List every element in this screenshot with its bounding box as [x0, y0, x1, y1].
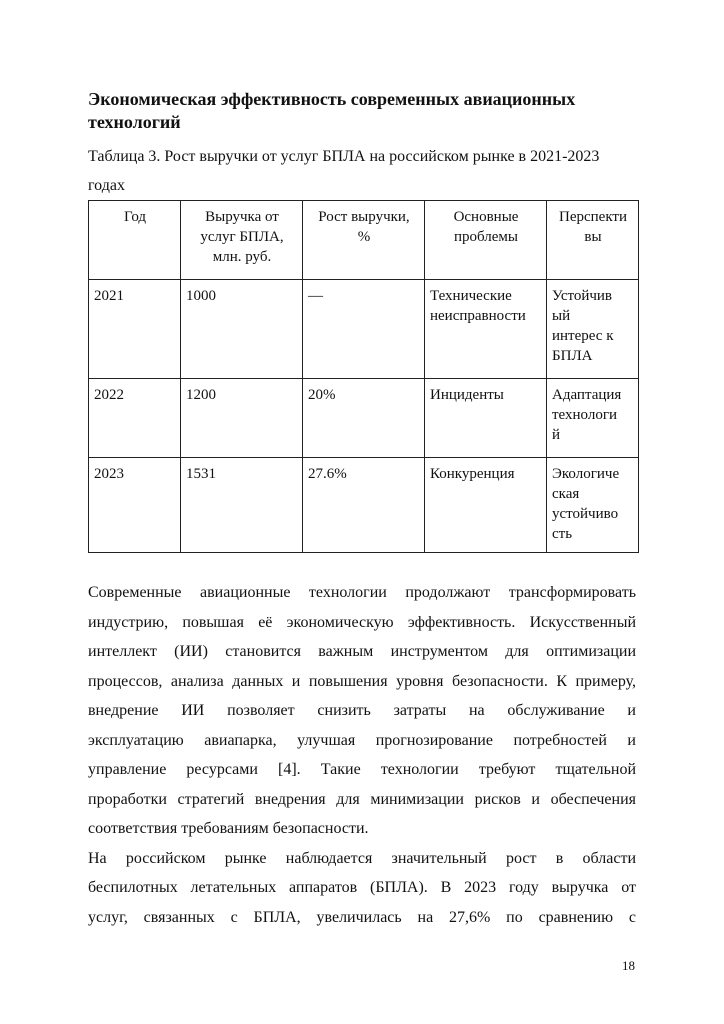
revenue-table: Год Выручка от услуг БПЛА, млн. руб. Рос… [88, 200, 639, 553]
table-row: 2022 1200 20% Инциденты Адаптация технол… [88, 378, 639, 458]
cell-growth: 20% [302, 378, 425, 458]
table-row: 2021 1000 — Технические неисправности Ус… [88, 279, 639, 379]
cell-problems: Инциденты [424, 378, 547, 458]
text-line: эксплуатацию авиапарка, улучшая прогнози… [88, 731, 636, 749]
header-revenue: Выручка от услуг БПЛА, млн. руб. [180, 200, 303, 280]
cell-revenue: 1000 [180, 279, 303, 379]
text-line: На российском рынке наблюдается значител… [88, 849, 636, 867]
text-line: процессов, анализа данных и повышения ур… [88, 672, 636, 690]
cell-problems: Конкуренция [424, 457, 547, 553]
cell-revenue: 1531 [180, 457, 303, 553]
cell-revenue: 1200 [180, 378, 303, 458]
text-line: беспилотных летательных аппаратов (БПЛА)… [88, 879, 636, 896]
cell-prospects: Адаптация технологи й [546, 378, 639, 458]
paragraph: Современные авиационные технологии продо… [88, 578, 636, 844]
header-problems: Основные проблемы [424, 200, 547, 280]
cell-prospects: Экологиче ская устойчиво сть [546, 457, 639, 553]
page-number: 18 [622, 958, 635, 973]
header-prospects: Перспекти вы [546, 200, 639, 280]
cell-year: 2023 [88, 457, 181, 553]
cell-problems: Технические неисправности [424, 279, 547, 379]
text-line: управление ресурсами [4]. Такие технолог… [88, 761, 636, 778]
text-line: интеллект (ИИ) становится важным инструм… [88, 643, 636, 660]
cell-year: 2022 [88, 378, 181, 458]
text-line: индустрию, повышая её экономическую эффе… [88, 613, 636, 631]
table-row: 2023 1531 27.6% Конкуренция Экологиче ск… [88, 457, 639, 553]
text-line: услуг, связанных с БПЛА, увеличилась на … [88, 908, 636, 926]
cell-growth: — [302, 279, 425, 379]
header-year: Год [88, 200, 181, 280]
text-line: соответствия требованиям безопасности. [88, 820, 369, 837]
cell-prospects: Устойчив ый интерес к БПЛА [546, 279, 639, 379]
text-line: Современные авиационные технологии продо… [88, 584, 636, 601]
body-text: Современные авиационные технологии продо… [88, 578, 636, 932]
paragraph: На российском рынке наблюдается значител… [88, 844, 636, 933]
text-line: внедрение ИИ позволяет снизить затраты н… [88, 702, 636, 719]
section-heading: Экономическая эффективность современных … [88, 89, 576, 132]
header-growth: Рост выручки, % [302, 200, 425, 280]
table-header-row: Год Выручка от услуг БПЛА, млн. руб. Рос… [88, 200, 639, 280]
cell-year: 2021 [88, 279, 181, 379]
cell-growth: 27.6% [302, 457, 425, 553]
text-line: проработки стратегий внедрения для миним… [88, 790, 636, 808]
table-caption: Таблица 3. Рост выручки от услуг БПЛА на… [88, 148, 600, 194]
